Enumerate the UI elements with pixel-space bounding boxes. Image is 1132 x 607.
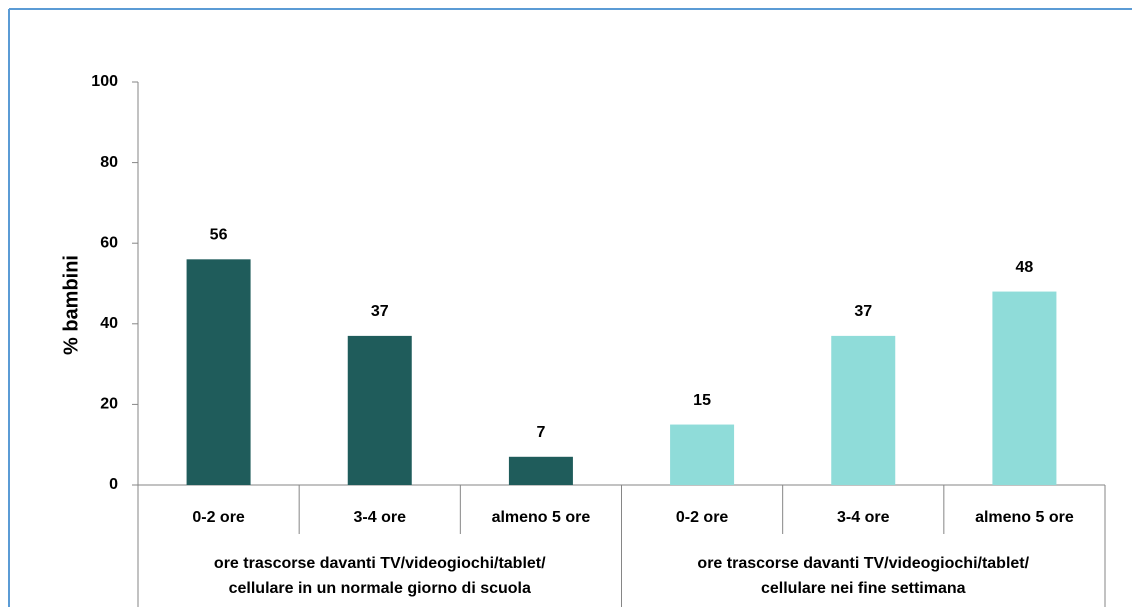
y-tick-label: 60	[100, 234, 118, 251]
y-tick-label: 0	[109, 476, 118, 493]
data-label: 37	[371, 303, 389, 320]
y-tick-label: 100	[91, 73, 118, 90]
data-label: 37	[854, 303, 872, 320]
data-label: 15	[693, 392, 711, 409]
x-tick-label: 0-2 ore	[676, 509, 729, 526]
x-tick-label: almeno 5 ore	[975, 509, 1074, 526]
y-tick-label: 80	[100, 154, 118, 171]
group-label: ore trascorse davanti TV/videogiochi/tab…	[697, 555, 1029, 572]
x-tick-label: 3-4 ore	[837, 509, 890, 526]
y-tick-label: 40	[100, 315, 118, 332]
bar	[992, 291, 1057, 485]
group-label: cellulare in un normale giorno di scuola	[229, 580, 531, 597]
bar	[508, 456, 573, 485]
x-tick-label: 0-2 ore	[192, 509, 245, 526]
data-label: 48	[1016, 259, 1034, 276]
bar	[831, 335, 896, 485]
x-tick-label: 3-4 ore	[354, 509, 407, 526]
y-tick-label: 20	[100, 396, 118, 413]
bar	[347, 335, 412, 485]
group-label: ore trascorse davanti TV/videogiochi/tab…	[214, 555, 546, 572]
x-tick-label: almeno 5 ore	[492, 509, 591, 526]
data-label: 56	[210, 227, 228, 244]
bar	[186, 259, 251, 485]
data-label: 7	[536, 424, 545, 441]
group-label: cellulare nei fine settimana	[761, 580, 966, 597]
y-axis-label: % bambini	[60, 255, 82, 355]
bar	[670, 424, 735, 485]
